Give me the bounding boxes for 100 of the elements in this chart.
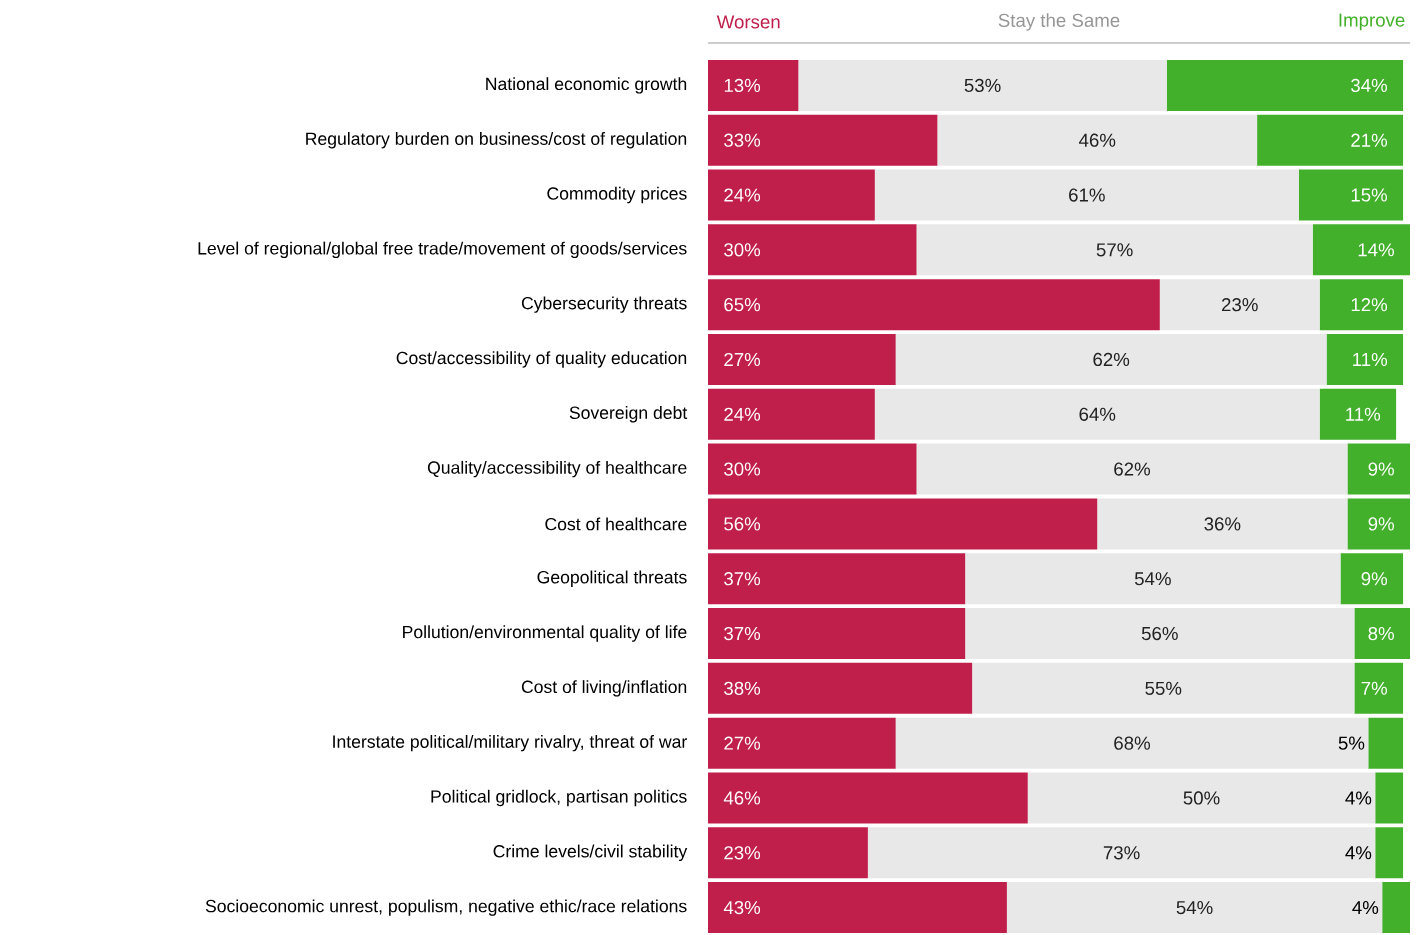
data-label: 15% xyxy=(1351,188,1388,202)
data-label: 43% xyxy=(723,900,761,915)
bar xyxy=(1368,717,1404,769)
bar xyxy=(1375,772,1404,824)
data-label: 23% xyxy=(1221,298,1258,312)
bar xyxy=(708,279,1160,331)
bar xyxy=(708,717,896,769)
bar xyxy=(708,553,966,605)
bar xyxy=(965,553,1341,605)
bar xyxy=(1347,498,1411,550)
data-label: 54% xyxy=(1176,901,1213,915)
data-label: 4% xyxy=(1345,846,1372,860)
bar xyxy=(916,224,1313,276)
bar xyxy=(1354,662,1404,714)
data-label: 24% xyxy=(724,407,761,421)
y-tick-label: Geopolitical threats xyxy=(537,570,687,587)
bar xyxy=(708,443,917,495)
data-label: 62% xyxy=(1093,352,1130,367)
data-label: 46% xyxy=(723,791,761,805)
data-label: 9% xyxy=(1361,572,1388,586)
bar xyxy=(708,114,938,166)
bar xyxy=(1312,224,1411,276)
bar xyxy=(1375,827,1404,879)
data-label: 9% xyxy=(1368,462,1394,476)
y-tick-label: Political gridlock, partisan politics xyxy=(431,789,687,807)
data-label: 50% xyxy=(1183,791,1220,805)
bar xyxy=(1319,388,1397,440)
data-label: 23% xyxy=(724,846,761,860)
data-label: 30% xyxy=(724,462,761,476)
data-label: 11% xyxy=(1353,352,1388,366)
data-label: 33% xyxy=(724,133,761,147)
bar xyxy=(895,717,1369,769)
bar xyxy=(708,882,1007,934)
bar xyxy=(798,59,1167,111)
data-label: 27% xyxy=(724,352,761,367)
data-label: 64% xyxy=(1079,407,1116,421)
data-label: 21% xyxy=(1351,133,1388,147)
bar xyxy=(972,662,1355,714)
y-tick-label: Cost of living/inflation xyxy=(521,680,687,697)
y-tick-label: Sovereign debt xyxy=(569,406,688,423)
data-label: 24% xyxy=(724,188,761,202)
series-label: Improve xyxy=(1339,13,1405,31)
bar xyxy=(708,59,799,111)
data-label: 8% xyxy=(1368,626,1394,641)
bar xyxy=(1347,443,1411,495)
data-label: 4% xyxy=(1352,901,1379,915)
bar xyxy=(1027,772,1376,824)
data-label: 38% xyxy=(724,681,761,695)
bar xyxy=(708,772,1028,824)
data-label: 12% xyxy=(1351,298,1388,312)
data-label: 27% xyxy=(724,736,761,750)
data-label: 37% xyxy=(724,572,761,586)
data-label: 4% xyxy=(1345,791,1372,805)
bar xyxy=(916,443,1348,495)
bar xyxy=(895,333,1327,385)
data-label: 30% xyxy=(724,243,761,257)
data-label: 13% xyxy=(724,78,761,93)
bar xyxy=(1382,882,1411,934)
y-tick-label: National economic growth xyxy=(486,77,687,94)
bar xyxy=(867,827,1376,879)
bar xyxy=(708,224,917,276)
y-tick-label: Interstate political/military rivalry, threat of war xyxy=(333,734,687,752)
data-label: 5% xyxy=(1338,736,1365,750)
bar xyxy=(708,333,896,385)
data-label: 56% xyxy=(724,517,761,531)
y-tick-label: Regulatory burden on business/cost of regulation xyxy=(306,132,687,149)
data-label: 62% xyxy=(1114,462,1151,476)
bar xyxy=(1257,114,1404,166)
data-label: 57% xyxy=(1096,243,1133,257)
y-tick-label: Level of regional/global free trade/movement of goods/services xyxy=(198,241,687,259)
data-label: 46% xyxy=(1078,133,1116,147)
data-label: 37% xyxy=(724,626,761,641)
data-label: 53% xyxy=(964,78,1001,93)
bar xyxy=(1319,279,1404,331)
series-label: Worsen xyxy=(716,15,780,29)
bar xyxy=(1166,59,1404,111)
y-tick-label: Crime levels/civil stability xyxy=(493,844,688,861)
y-tick-label: Cybersecurity threats xyxy=(521,296,687,313)
y-tick-label: Commodity prices xyxy=(547,186,687,204)
bar xyxy=(874,388,1320,440)
data-label: 55% xyxy=(1145,681,1182,695)
bar xyxy=(1159,279,1320,331)
bar xyxy=(708,498,1098,550)
data-label: 9% xyxy=(1368,517,1394,531)
series-label: Stay the Same xyxy=(998,13,1120,31)
data-label: 61% xyxy=(1069,188,1105,202)
data-label: 73% xyxy=(1103,846,1140,860)
data-label: 56% xyxy=(1141,626,1178,641)
bar xyxy=(708,662,973,714)
bar xyxy=(874,169,1299,221)
data-label: 11% xyxy=(1346,407,1381,421)
bar xyxy=(1354,608,1411,660)
data-label: 34% xyxy=(1351,78,1388,93)
y-tick-label: Cost of healthcare xyxy=(545,517,687,531)
y-tick-label: Socioeconomic unrest, populism, negative ethic/race relations xyxy=(205,899,687,916)
data-label: 54% xyxy=(1134,572,1171,586)
bar xyxy=(708,827,868,879)
data-label: 14% xyxy=(1358,243,1394,257)
bar xyxy=(1006,882,1383,934)
y-tick-label: Cost/accessibility of quality education xyxy=(396,351,687,368)
